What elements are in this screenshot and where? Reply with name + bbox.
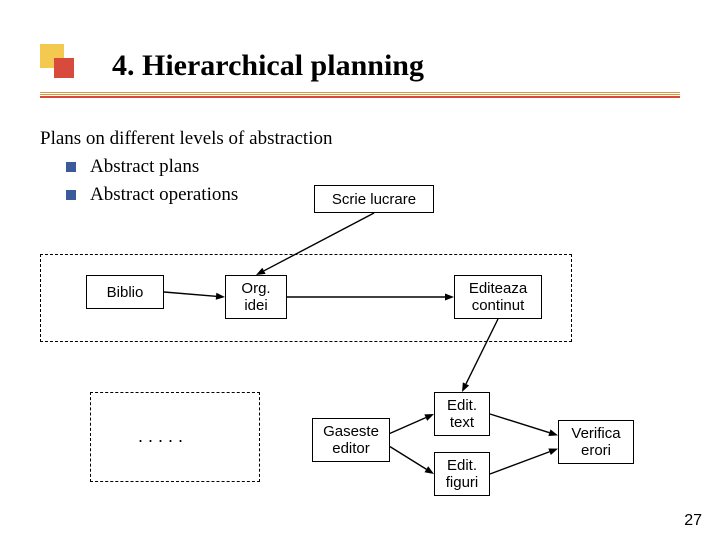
bullet-row: Abstract operations [66,184,333,206]
node-biblio: Biblio [86,275,164,309]
title-underline [40,92,680,98]
ellipsis-placeholder: . . . . . [138,426,183,447]
intro-line: Plans on different levels of abstraction [40,128,333,150]
page-number: 27 [684,512,702,530]
node-verifica: Verifica erori [558,420,634,464]
node-edit_text: Edit. text [434,392,490,436]
title-bar: 4. Hierarchical planning [40,40,680,92]
intro-block: Plans on different levels of abstraction… [40,128,333,206]
page-title: 4. Hierarchical planning [112,49,424,83]
node-edit_fig: Edit. figuri [434,452,490,496]
bullet-icon [66,190,76,200]
bullet-row: Abstract plans [66,156,333,178]
title-block-red [54,58,74,78]
title-decor [40,44,74,78]
bullet-icon [66,162,76,172]
node-org: Org. idei [225,275,287,319]
bullet-label: Abstract plans [90,156,199,178]
node-root: Scrie lucrare [314,185,434,213]
bullet-label: Abstract operations [90,184,238,206]
node-editeaza: Editeaza continut [454,275,542,319]
node-gaseste: Gaseste editor [312,418,390,462]
